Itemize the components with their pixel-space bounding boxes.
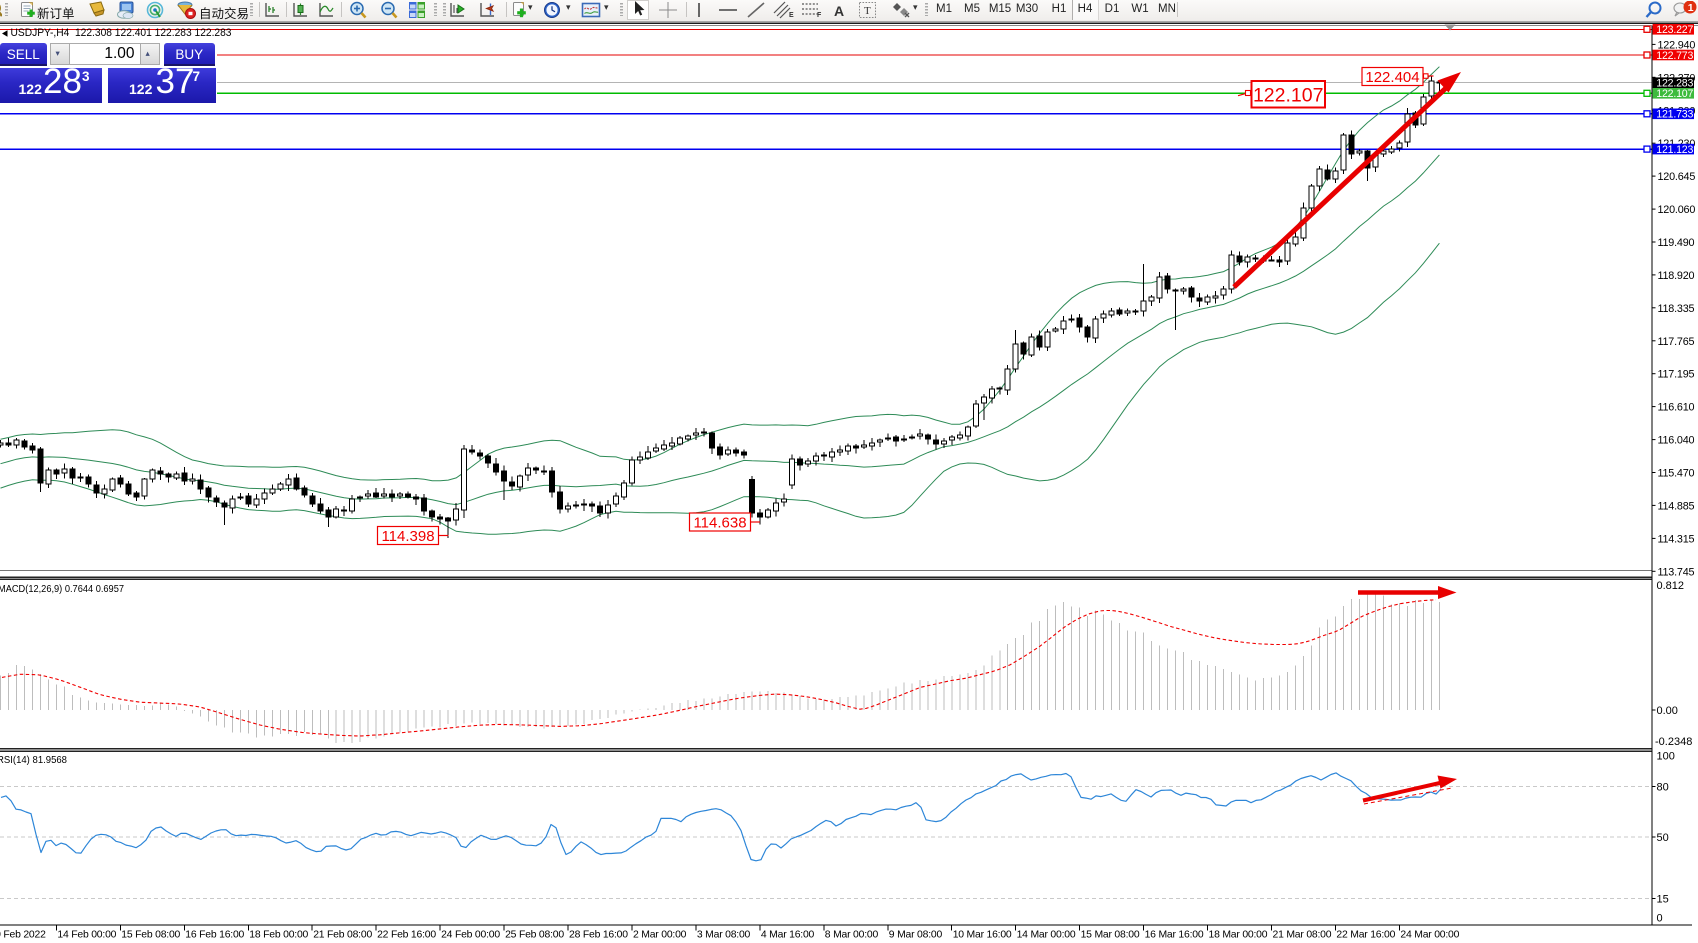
svg-text:RSI(14) 81.9568: RSI(14) 81.9568 [0,754,67,766]
svg-text:117.765: 117.765 [1658,336,1695,348]
svg-text:F: F [817,12,822,19]
svg-text:123.227: 123.227 [1656,24,1693,36]
svg-text:18 Feb 00:00: 18 Feb 00:00 [249,930,308,941]
svg-text:1: 1 [1688,2,1694,14]
svg-text:-0.2348: -0.2348 [1655,736,1692,748]
svg-text:0.812: 0.812 [1657,580,1685,592]
svg-text:121.733: 121.733 [1656,109,1693,121]
svg-text:115.470: 115.470 [1658,468,1695,480]
svg-text:116.610: 116.610 [1658,402,1695,414]
svg-text:22 Feb 16:00: 22 Feb 16:00 [377,930,436,941]
svg-text:2 Mar 00:00: 2 Mar 00:00 [633,930,687,941]
svg-text:120.645: 120.645 [1658,171,1696,183]
svg-text:122.107: 122.107 [1253,84,1324,106]
svg-text:10 Feb 2022: 10 Feb 2022 [0,930,46,941]
svg-text:E: E [789,12,794,19]
svg-text:119.490: 119.490 [1658,237,1695,249]
svg-text:114.885: 114.885 [1658,500,1695,512]
svg-text:15 Feb 08:00: 15 Feb 08:00 [121,930,180,941]
svg-text:121.123: 121.123 [1656,144,1693,156]
svg-text:22 Mar 16:00: 22 Mar 16:00 [1336,930,1395,941]
svg-text:118.335: 118.335 [1658,303,1695,315]
svg-text:0: 0 [1657,913,1663,925]
svg-text:15: 15 [1657,894,1669,906]
svg-text:10 Mar 16:00: 10 Mar 16:00 [953,930,1012,941]
svg-text:120.060: 120.060 [1658,204,1696,216]
svg-text:122.107: 122.107 [1656,88,1693,100]
svg-text:113.745: 113.745 [1658,566,1695,578]
svg-text:21 Mar 08:00: 21 Mar 08:00 [1273,930,1332,941]
svg-text:USDJPY-,H4 122.308 122.401 12: USDJPY-,H4 122.308 122.401 122.283 122.2… [11,27,232,39]
svg-text:16 Mar 16:00: 16 Mar 16:00 [1145,930,1204,941]
svg-text:9 Mar 08:00: 9 Mar 08:00 [889,930,943,941]
svg-text:118.920: 118.920 [1658,270,1695,282]
svg-text:3 Mar 08:00: 3 Mar 08:00 [697,930,751,941]
svg-text:24 Feb 00:00: 24 Feb 00:00 [441,930,500,941]
svg-text:80: 80 [1657,782,1669,794]
svg-text:15 Mar 08:00: 15 Mar 08:00 [1081,930,1140,941]
svg-text:114.638: 114.638 [693,514,746,531]
svg-text:8 Mar 00:00: 8 Mar 00:00 [825,930,879,941]
svg-text:100: 100 [1657,751,1675,763]
svg-text:14 Mar 00:00: 14 Mar 00:00 [1017,930,1076,941]
svg-text:21 Feb 08:00: 21 Feb 08:00 [313,930,372,941]
svg-text:25 Feb 08:00: 25 Feb 08:00 [505,930,564,941]
svg-text:117.195: 117.195 [1658,369,1695,381]
svg-text:122.773: 122.773 [1656,50,1693,62]
svg-text:122.404: 122.404 [1365,69,1419,86]
svg-text:28 Feb 16:00: 28 Feb 16:00 [569,930,628,941]
svg-text:MACD(12,26,9) 0.7644 0.6957: MACD(12,26,9) 0.7644 0.6957 [0,583,124,595]
svg-text:0.00: 0.00 [1657,705,1678,717]
svg-text:114.315: 114.315 [1658,533,1695,545]
svg-text:116.040: 116.040 [1658,435,1695,447]
svg-text:14 Feb 00:00: 14 Feb 00:00 [57,930,116,941]
svg-text:114.398: 114.398 [381,528,434,545]
svg-text:50: 50 [1657,832,1669,844]
svg-text:122.283: 122.283 [1656,78,1693,90]
svg-text:18 Mar 00:00: 18 Mar 00:00 [1209,930,1268,941]
svg-text:24 Mar 00:00: 24 Mar 00:00 [1400,930,1459,941]
svg-text:T: T [864,5,871,17]
svg-text:4 Mar 16:00: 4 Mar 16:00 [761,930,815,941]
svg-text:122.940: 122.940 [1658,39,1696,51]
svg-text:16 Feb 16:00: 16 Feb 16:00 [185,930,244,941]
